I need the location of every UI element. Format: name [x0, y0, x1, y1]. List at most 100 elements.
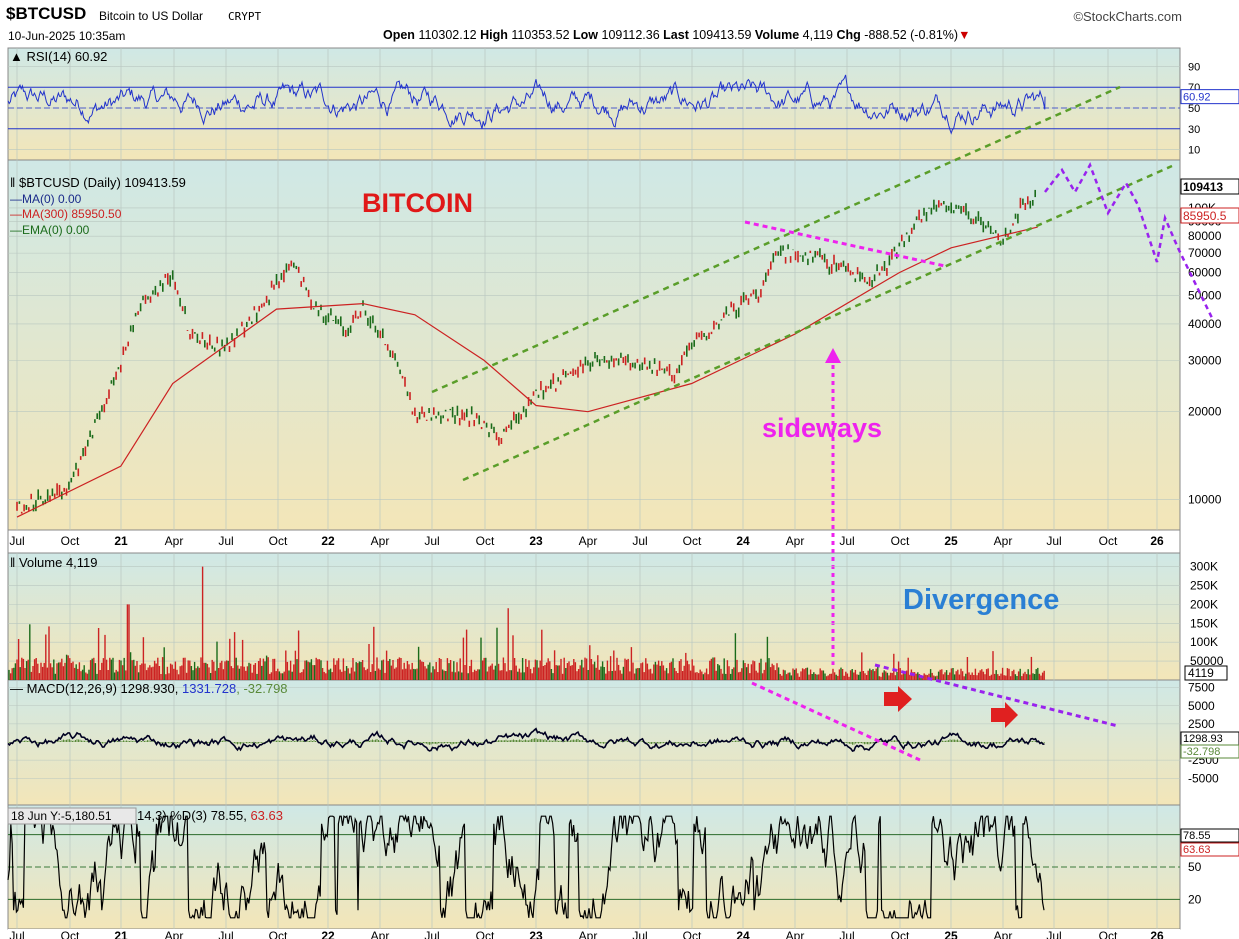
stoch-tooltip: 18 Jun Y:-5,180.51 [11, 809, 112, 823]
rsi-value-badge: 60.92 [1183, 92, 1211, 104]
x-tick-label-bottom: Jul [1046, 929, 1061, 939]
x-tick-label-bottom: Apr [371, 929, 390, 939]
x-tick-label: Oct [1099, 534, 1118, 548]
price-last-badge-box [1180, 178, 1239, 195]
divergence-annotation: Divergence [903, 584, 1059, 616]
x-tick-label: 25 [944, 534, 958, 548]
macd-signal-badge-box [1180, 744, 1239, 759]
rsi-value-badge-box [1180, 89, 1239, 105]
symbol-description: Bitcoin to US Dollar [99, 9, 204, 23]
low-label: Low [573, 28, 599, 42]
price-legend-ma0: —MA(0) 0.00 [10, 192, 82, 206]
price-y-tick: 30000 [1188, 353, 1222, 367]
x-tick-label: Apr [994, 534, 1013, 548]
volume-label: ‖ Volume 4,119 [10, 555, 98, 570]
x-tick-label: Jul [839, 534, 854, 548]
x-tick-label-bottom: Jul [632, 929, 647, 939]
consolidation-line [744, 220, 946, 268]
channel-lower-line [462, 164, 1173, 482]
x-tick-label: Apr [786, 534, 805, 548]
x-tick-label: 21 [114, 534, 128, 548]
macd-y-tick: 5000 [1188, 699, 1215, 713]
x-tick-label: 22 [321, 534, 335, 548]
channel-upper-line [431, 85, 1121, 394]
macd-line [7, 727, 1045, 753]
sideways-arrow-head-icon [825, 348, 841, 363]
x-tick-label: Jul [1046, 534, 1061, 548]
red-arrow-icon [884, 686, 912, 712]
brand-logo[interactable]: ©StockCharts.com [1073, 9, 1182, 24]
stoch-d-badge: 63.63 [1183, 844, 1211, 856]
stoch-line [7, 814, 1045, 920]
stoch-y-tick: 20 [1188, 892, 1202, 906]
quote-line: Open 110302.12 High 110353.52 Low 109112… [383, 28, 970, 42]
stoch-tooltip-box [7, 807, 137, 825]
macd-signal-badge: -32.798 [1183, 746, 1220, 758]
open-value: 110302.12 [418, 28, 477, 42]
price-legend-ema0: —EMA(0) 0.00 [10, 223, 90, 237]
stoch-k-badge: 78.55 [1183, 830, 1211, 842]
volume-y-tick: 100K [1190, 635, 1218, 649]
volume-y-tick: 250K [1190, 578, 1218, 592]
stoch-label-part2: 63.63 [250, 808, 283, 823]
x-axis-strip [7, 529, 1181, 554]
high-label: High [480, 28, 508, 42]
x-tick-label-bottom: Apr [994, 929, 1013, 939]
x-tick-label-bottom: 23 [529, 929, 543, 939]
macd-badge: 1298.93 [1183, 733, 1223, 745]
macd-y-tick: 7500 [1188, 681, 1215, 695]
date-stamp: 10-Jun-2025 10:35am [8, 29, 126, 43]
stoch-k-badge-box [1180, 828, 1239, 843]
price-y-tick: 70000 [1188, 246, 1222, 260]
chg-value: -888.52 (-0.81%) [864, 28, 959, 42]
x-tick-label-bottom: 26 [1150, 929, 1164, 939]
chg-label: Chg [836, 28, 861, 42]
macd-y-tick: 2500 [1188, 717, 1215, 731]
price-last-badge: 109413 [1183, 180, 1223, 194]
x-tick-label-bottom: 22 [321, 929, 335, 939]
symbol[interactable]: $BTCUSD [6, 4, 87, 23]
last-label: Last [663, 28, 689, 42]
price-y-tick: 20000 [1188, 405, 1222, 419]
red-arrow-icon [991, 702, 1018, 728]
macd-label-part2: 1331.728 [182, 681, 236, 696]
rsi-y-tick: 50 [1188, 103, 1200, 115]
x-tick-label-bottom: 25 [944, 929, 958, 939]
x-tick-label-bottom: Jul [839, 929, 854, 939]
price-y-tick: 10000 [1188, 492, 1222, 506]
x-tick-label-bottom: Jul [9, 929, 24, 939]
ma300-line [16, 226, 1038, 518]
x-tick-label: 26 [1150, 534, 1164, 548]
price-y-tick: 80000 [1188, 229, 1222, 243]
x-tick-label-bottom: Apr [786, 929, 805, 939]
price-legend-main: ‖ $BTCUSD (Daily) 109413.59 [10, 175, 186, 190]
macd-divergence-line [874, 663, 1119, 728]
price-y-tick: 40000 [1188, 317, 1222, 331]
x-tick-label-bottom: Oct [61, 929, 80, 939]
panel-vol-background [7, 552, 1181, 681]
volume-label: Volume [754, 28, 800, 42]
rsi-y-tick: 10 [1188, 145, 1200, 157]
rsi-y-tick: 90 [1188, 61, 1200, 73]
price-y-tick: 60000 [1188, 266, 1222, 280]
sideways-annotation: sideways [762, 413, 882, 443]
last-value: 109413.59 [692, 28, 752, 42]
volume-y-tick: 300K [1190, 560, 1218, 574]
macd-downtrend-line [751, 681, 921, 762]
x-tick-label-bottom: Jul [218, 929, 233, 939]
x-tick-label-bottom: Oct [891, 929, 910, 939]
x-tick-label: Oct [683, 534, 702, 548]
x-tick-label-bottom: Oct [683, 929, 702, 939]
x-tick-label: Oct [891, 534, 910, 548]
low-value: 109112.36 [601, 28, 660, 42]
chart-header: $BTCUSD Bitcoin to US Dollar CRYPT ©Stoc… [0, 0, 1239, 46]
exchange: CRYPT [228, 10, 262, 23]
x-tick-label: Oct [476, 534, 495, 548]
x-tick-label: 23 [529, 534, 543, 548]
high-value: 110353.52 [511, 28, 570, 42]
ma300-badge: 85950.5 [1183, 209, 1227, 223]
stoch-y-tick: 50 [1188, 860, 1202, 874]
x-tick-label: 24 [736, 534, 750, 548]
x-tick-label: Jul [218, 534, 233, 548]
